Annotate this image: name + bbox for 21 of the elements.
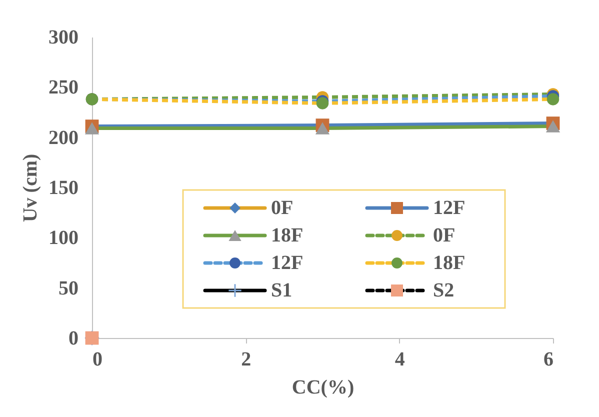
y-tick-label: 150 <box>48 177 78 199</box>
y-tick-label: 50 <box>58 277 78 300</box>
legend-label: 12F <box>271 252 304 274</box>
legend-label: 0F <box>433 224 456 246</box>
x-axis-title: CC(%) <box>292 376 354 398</box>
x-tick-label: 0 <box>92 348 102 370</box>
y-tick-label: 250 <box>48 76 78 99</box>
y-tick-label: 0 <box>68 328 78 350</box>
legend-label: 0F <box>271 197 294 219</box>
y-tick-label: 200 <box>48 126 78 149</box>
y-tick-label: 100 <box>48 227 78 250</box>
legend-label: 18F <box>271 224 304 246</box>
y-axis-title: Uv (cm) <box>20 154 42 222</box>
legend-label: 18F <box>433 252 466 274</box>
legend-label: S1 <box>271 280 292 302</box>
x-tick-label: 6 <box>544 348 554 370</box>
legend-label: S2 <box>433 280 454 302</box>
x-tick-label: 4 <box>394 348 405 370</box>
y-tick-label: 300 <box>48 26 78 48</box>
x-tick-label: 2 <box>241 348 252 370</box>
legend-label: 12F <box>433 197 466 219</box>
